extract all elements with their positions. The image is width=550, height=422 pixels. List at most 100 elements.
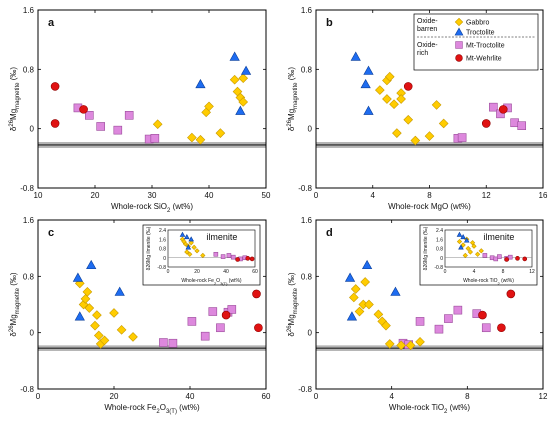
inset-x-tick-label: 60 <box>252 269 258 275</box>
inset-y-tick-label: 2.4 <box>436 228 443 234</box>
data-point-gabbro <box>360 277 371 287</box>
data-point-gabbro <box>78 299 89 310</box>
x-axis-label: Whole-rock MgO (wt%) <box>388 202 471 211</box>
panel-letter: d <box>326 227 333 239</box>
data-point-gabbro <box>128 332 138 342</box>
data-point-gabbro <box>403 114 414 125</box>
y-tick-label: -0.8 <box>298 385 312 394</box>
inset-y-tick-label: 1.6 <box>436 237 443 243</box>
x-tick-label: 50 <box>262 191 271 200</box>
inset-point-gabbro <box>184 249 190 255</box>
data-point-gabbro <box>238 97 249 107</box>
data-point-gabbro <box>354 306 365 317</box>
data-point-gabbro <box>364 299 374 310</box>
data-point-mt-wehrlite <box>478 310 487 320</box>
inset-point-gabbro <box>467 249 473 255</box>
data-point-troctolite <box>86 259 97 270</box>
inset-point-gabbro <box>456 238 463 245</box>
legend-marker-mt-troctolite <box>455 41 463 49</box>
inset-x-axis-label: Whole-rock TiO2 (wt%) <box>463 278 514 286</box>
x-axis-label: Whole-rock Fe2O3(T) (wt%) <box>104 403 200 415</box>
y-tick-label: 1.6 <box>301 216 313 225</box>
data-point-mt-troctolite <box>200 331 210 341</box>
data-point-mt-wehrlite <box>79 105 88 114</box>
inset-x-tick-label: 0 <box>167 269 170 275</box>
legend-marker-gabbro <box>454 17 464 27</box>
legend-group-label: rich <box>417 50 428 57</box>
inset-axes <box>167 229 256 268</box>
inset-point-gabbro <box>191 244 197 250</box>
data-point-troctolite <box>346 311 358 321</box>
inset-point-mt-wehrlite <box>235 257 240 262</box>
data-point-gabbro <box>392 128 402 138</box>
data-point-mt-wehrlite <box>506 289 516 299</box>
panel-letter: c <box>48 227 54 239</box>
data-point-gabbro <box>152 119 163 130</box>
inset-point-troctolite <box>463 237 470 243</box>
x-tick-label: 16 <box>539 191 548 200</box>
data-point-troctolite <box>360 78 371 89</box>
data-point-gabbro <box>80 294 91 304</box>
inset-point-gabbro <box>460 242 466 248</box>
data-point-troctolite <box>344 272 356 282</box>
x-tick-label: 4 <box>389 392 394 401</box>
data-point-mt-troctolite <box>85 111 94 120</box>
y-tick-label: -0.8 <box>298 184 312 193</box>
legend-item-label: Mt-Wehrlite <box>466 56 502 63</box>
x-tick-label: 40 <box>205 191 214 200</box>
data-point-gabbro <box>238 73 249 84</box>
inset-y-axis-label: δ26Mg ilmenite (‰) <box>423 226 429 270</box>
inset-point-gabbro <box>478 248 484 254</box>
inset-point-mt-troctolite <box>482 253 488 258</box>
data-point-gabbro <box>438 118 449 129</box>
inset-point-gabbro <box>462 252 468 259</box>
data-point-mt-troctolite <box>434 324 444 334</box>
legend-item-label: Gabbro <box>466 20 489 27</box>
inset-point-gabbro <box>469 240 476 246</box>
data-point-mt-troctolite <box>96 122 105 131</box>
data-point-gabbro <box>375 85 385 95</box>
x-tick-label: 20 <box>110 392 119 401</box>
inset-point-gabbro <box>475 251 481 257</box>
plot-frame <box>37 9 267 189</box>
inset-point-mt-wehrlite <box>504 257 509 262</box>
data-point-mt-wehrlite <box>403 82 413 91</box>
legend-group-label: Oxide- <box>417 42 438 49</box>
inset-y-tick-label: 0 <box>163 256 166 262</box>
data-point-gabbro <box>229 74 240 85</box>
legend-marker-mt-wehrlite <box>455 54 463 62</box>
data-point-gabbro <box>382 94 392 104</box>
data-point-mt-troctolite <box>187 317 197 326</box>
data-point-troctolite <box>195 78 206 89</box>
data-point-troctolite <box>74 311 85 321</box>
x-tick-label: 0 <box>314 191 319 200</box>
y-tick-label: 1.6 <box>23 216 35 225</box>
data-point-gabbro <box>389 99 399 110</box>
panel-a: 10 20 30 40 50 -0.8 0 0.8 1.6 Whole-rock SiO2 (wt… <box>9 6 271 214</box>
inset-point-troctolite <box>179 231 186 237</box>
inset-x-axis-label: Whole-rock Fe2O3(T) (wt%) <box>181 278 241 286</box>
inset-point-gabbro <box>200 252 206 259</box>
data-point-troctolite <box>363 105 374 115</box>
data-point-gabbro <box>204 101 214 112</box>
inset-y-tick-label: 2.4 <box>159 228 166 234</box>
data-point-mt-troctolite <box>208 307 218 316</box>
inset-point-gabbro <box>194 248 200 254</box>
inset-point-mt-wehrlite <box>522 256 528 262</box>
data-point-gabbro <box>90 320 100 331</box>
data-point-mt-troctolite <box>113 125 123 135</box>
x-tick-label: 8 <box>427 191 432 200</box>
y-axis-label: δ26Mgmagnetite (‰) <box>287 67 299 132</box>
y-tick-label: -0.8 <box>20 385 34 394</box>
inset-point-troctolite <box>188 236 195 242</box>
data-point-troctolite <box>350 51 361 61</box>
legend-group-label: barren <box>417 26 437 33</box>
y-axis-label: δ26Mgmagnetite (‰) <box>287 272 299 337</box>
data-point-gabbro <box>373 309 384 320</box>
data-point-gabbro <box>116 325 127 335</box>
x-tick-label: 60 <box>262 392 271 401</box>
y-tick-label: 0.8 <box>301 65 313 74</box>
data-point-mt-wehrlite <box>221 310 231 320</box>
inset-point-troctolite <box>458 244 464 250</box>
data-point-troctolite <box>240 65 252 75</box>
